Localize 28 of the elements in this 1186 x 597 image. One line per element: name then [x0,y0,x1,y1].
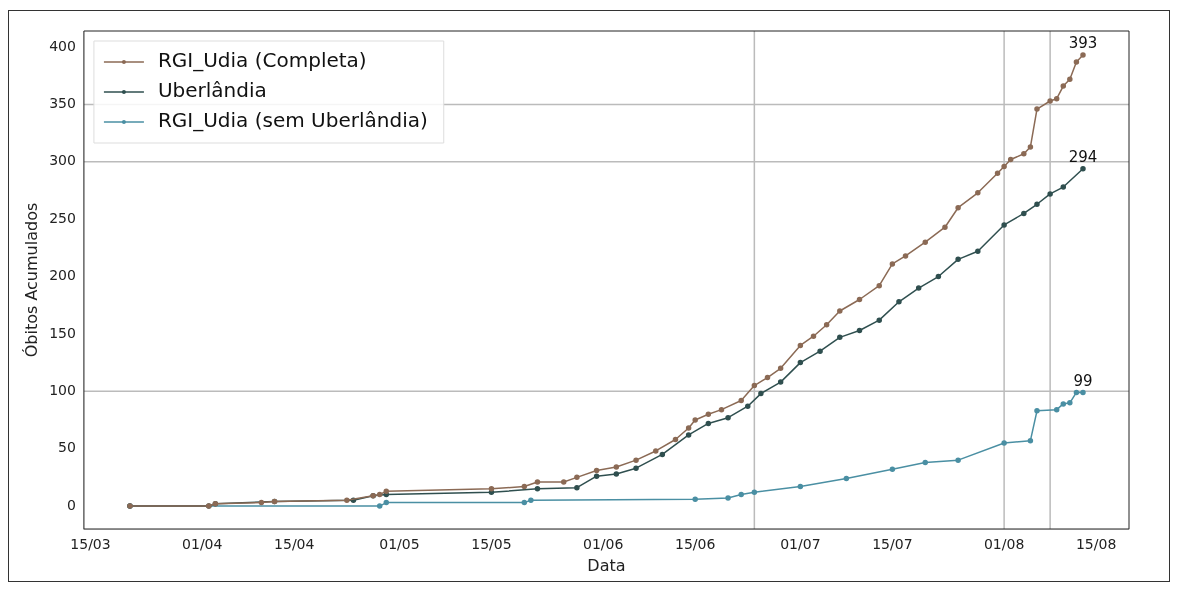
x-axis-title: Data [587,555,626,575]
x-tick-label: 01/06 [582,536,624,553]
y-tick-label: 100 [49,381,76,398]
x-tick-label: 15/04 [274,536,315,553]
x-tick-label: 01/07 [780,536,821,553]
x-tick-label: 15/05 [471,536,512,553]
x-tick-label: 01/04 [182,536,223,553]
y-tick-label: 400 [49,37,76,54]
annotation: 99 [1073,371,1093,390]
x-tick-label: 01/05 [379,536,420,553]
y-axis-title: Óbitos Acumulados [21,202,41,358]
x-tick-label: 15/06 [675,536,716,553]
legend-label: RGI_Udia (sem Uberlândia) [157,108,428,133]
y-tick-label: 200 [49,267,76,284]
y-tick-label: 50 [58,439,76,456]
y-tick-label: 350 [49,95,76,112]
y-tick-label: 0 [67,496,76,513]
x-tick-label: 15/08 [1075,536,1117,553]
x-tick-label: 15/03 [70,536,111,553]
annotation: 393 [1068,34,1098,53]
annotation: 294 [1068,148,1098,167]
legend-label: Uberlândia [157,78,267,103]
y-tick-label: 250 [49,209,76,226]
legend-label: RGI_Udia (Completa) [157,48,367,73]
y-tick-label: 150 [49,324,76,341]
x-tick-label: 15/07 [872,536,913,553]
y-tick-label: 300 [49,152,76,169]
x-tick-label: 01/08 [983,536,1025,553]
